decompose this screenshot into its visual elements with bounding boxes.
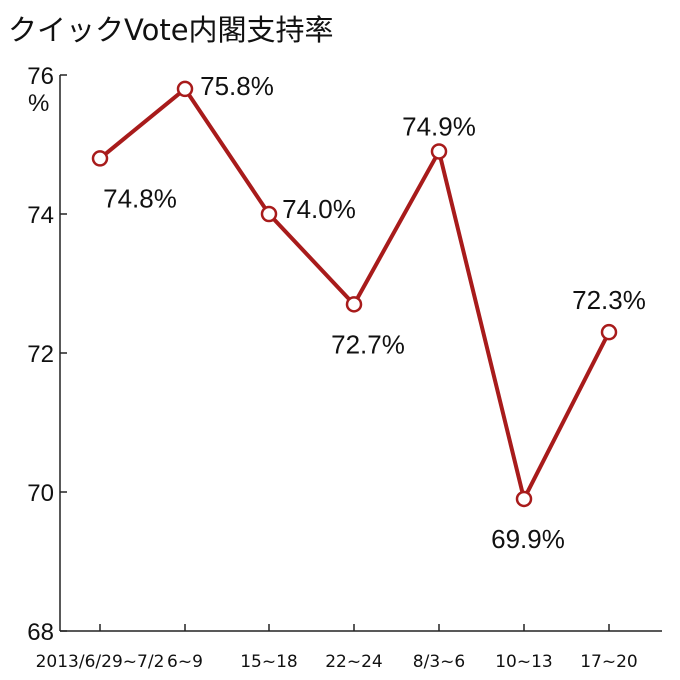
series-group bbox=[91, 80, 618, 508]
data-point bbox=[600, 323, 618, 341]
data-point bbox=[430, 143, 448, 160]
x-tick-label: 22~24 bbox=[325, 652, 383, 672]
x-tick-label: 10~13 bbox=[495, 652, 553, 672]
series-line bbox=[98, 86, 611, 501]
x-tick-label: 8/3~6 bbox=[413, 652, 465, 672]
data-label: 75.8% bbox=[200, 71, 274, 101]
data-point bbox=[345, 296, 363, 313]
data-point bbox=[91, 150, 109, 167]
x-tick-label: 15~18 bbox=[240, 652, 298, 672]
data-label: 72.7% bbox=[331, 329, 405, 359]
x-axis-ticks: 2013/6/29~7/2 6~9 15~18 22~24 8/3~6 10~13 17~2… bbox=[36, 624, 638, 672]
y-axis-ticks: 68 70 72 74 76 bbox=[27, 63, 67, 646]
data-label: 74.0% bbox=[282, 194, 356, 224]
y-tick-label: 70 bbox=[27, 480, 54, 507]
y-tick-label: 74 bbox=[27, 202, 54, 229]
data-labels: 74.8% 75.8% 74.0% 72.7% 74.9% 69.9% 72.3% bbox=[103, 71, 646, 554]
data-point bbox=[515, 490, 533, 508]
x-tick-label: 6~9 bbox=[167, 652, 203, 672]
x-tick-label: 2013/6/29~7/2 bbox=[36, 652, 165, 672]
data-label: 74.9% bbox=[402, 111, 476, 141]
data-label: 69.9% bbox=[491, 524, 565, 554]
y-tick-label: 76 bbox=[27, 63, 54, 90]
y-tick-label: 72 bbox=[27, 341, 54, 368]
chart-title: クイックVote内閣支持率 bbox=[8, 13, 334, 47]
data-point bbox=[260, 205, 278, 223]
data-point bbox=[176, 80, 194, 98]
data-label: 72.3% bbox=[572, 285, 646, 315]
data-label: 74.8% bbox=[103, 183, 177, 213]
y-axis-unit: % bbox=[28, 90, 49, 117]
x-tick-label: 17~20 bbox=[580, 652, 638, 672]
y-tick-label: 68 bbox=[27, 619, 54, 646]
